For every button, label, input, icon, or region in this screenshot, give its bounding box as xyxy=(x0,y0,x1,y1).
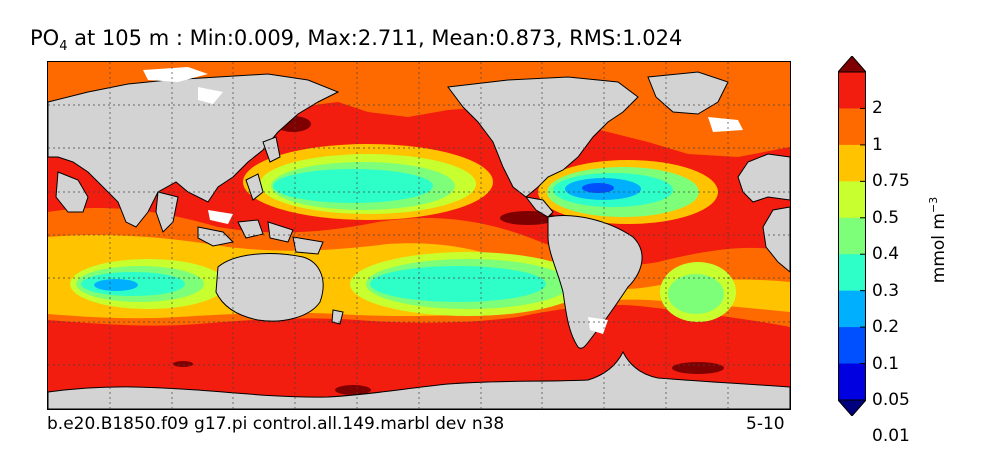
arctic-white-patch-1 xyxy=(143,67,208,82)
north-atlantic-core xyxy=(582,183,614,193)
ocean-field-map xyxy=(48,62,790,409)
colorbar xyxy=(838,56,866,416)
antarctica-landmass xyxy=(48,350,790,409)
north-america-landmass xyxy=(447,76,639,198)
colorbar-tick-label: 0.2 xyxy=(872,317,900,338)
greenland-landmass xyxy=(647,71,729,115)
indonesia-white-patch xyxy=(208,210,233,224)
colorbar-tick-label: 0.1 xyxy=(872,353,900,374)
africa-edge xyxy=(762,206,790,273)
colorbar-tick-label: 0.5 xyxy=(872,207,900,228)
borneo-island xyxy=(237,219,264,239)
colorbar-tick-label: 0.05 xyxy=(872,390,910,410)
unit-main: mmol m xyxy=(928,213,949,284)
years-label: 5-10 xyxy=(746,414,785,434)
new-zealand-island xyxy=(331,309,344,325)
colorbar-tick-label: 0.4 xyxy=(872,244,900,265)
north-pacific-cyan xyxy=(273,169,433,203)
colorbar-tick-label: 0.01 xyxy=(872,426,910,447)
map-title: PO4 at 105 m : Min:0.009, Max:2.711, Mea… xyxy=(30,26,682,54)
colorbar-tick-label: 1 xyxy=(872,134,883,155)
sumatra-island xyxy=(197,226,235,247)
baltic-white-patch xyxy=(708,117,743,132)
indian-ocean-blue xyxy=(94,279,138,291)
australia-landmass xyxy=(215,253,324,322)
south-atlantic-green xyxy=(668,274,724,314)
colorbar-tick-label: 0.75 xyxy=(872,171,910,192)
arabia-landmass xyxy=(55,171,89,213)
title-stats: at 105 m : Min:0.009, Max:2.711, Mean:0.… xyxy=(67,26,683,50)
patagonia-white-patch xyxy=(588,317,608,334)
southern-ocean-dark-patch-2 xyxy=(672,362,724,374)
east-pacific-dark-patch xyxy=(500,211,556,225)
colorbar-band xyxy=(838,290,866,328)
colorbar-band xyxy=(838,72,866,109)
title-variable-subscript: 4 xyxy=(59,39,68,55)
missing-data-areas xyxy=(143,67,743,334)
colorbar-extend-max xyxy=(838,56,866,73)
eurasia-landmass xyxy=(48,73,340,228)
colorbar-unit-wrap: mmol m−3 xyxy=(918,140,958,340)
colorbar-frame xyxy=(838,71,866,401)
india-landmass xyxy=(155,191,179,233)
south-america-landmass xyxy=(547,215,643,349)
central-america-landmass xyxy=(524,196,554,218)
south-pacific-cyan xyxy=(370,266,546,302)
colorbar-tick-label: 0.3 xyxy=(872,280,900,301)
southern-ocean-dark-patch-1 xyxy=(335,385,371,395)
colorbar-band xyxy=(838,181,866,219)
unit-exponent: −3 xyxy=(927,196,941,213)
colorbar-band xyxy=(838,144,866,182)
title-variable: PO xyxy=(30,26,60,50)
land-masses xyxy=(48,71,790,409)
colorbar-band xyxy=(838,108,866,146)
colorbar-band xyxy=(838,217,866,255)
colorbar-band xyxy=(838,254,866,292)
map-panel xyxy=(47,61,791,410)
colorbar-extend-min xyxy=(838,399,866,416)
colorbar-unit-label: mmol m−3 xyxy=(927,197,949,283)
colorbar-tick-label: 2 xyxy=(872,98,883,119)
japan-island xyxy=(262,136,281,163)
case-name-label: b.e20.B1850.f09 g17.pi control.all.149.m… xyxy=(47,414,505,434)
arctic-white-patch-2 xyxy=(198,87,223,104)
southern-ocean-dark-patch-3 xyxy=(173,361,193,367)
sulawesi-island xyxy=(267,221,294,243)
colorbar-band xyxy=(838,327,866,365)
map-gridlines xyxy=(48,62,790,409)
colorbar-band xyxy=(838,363,866,401)
